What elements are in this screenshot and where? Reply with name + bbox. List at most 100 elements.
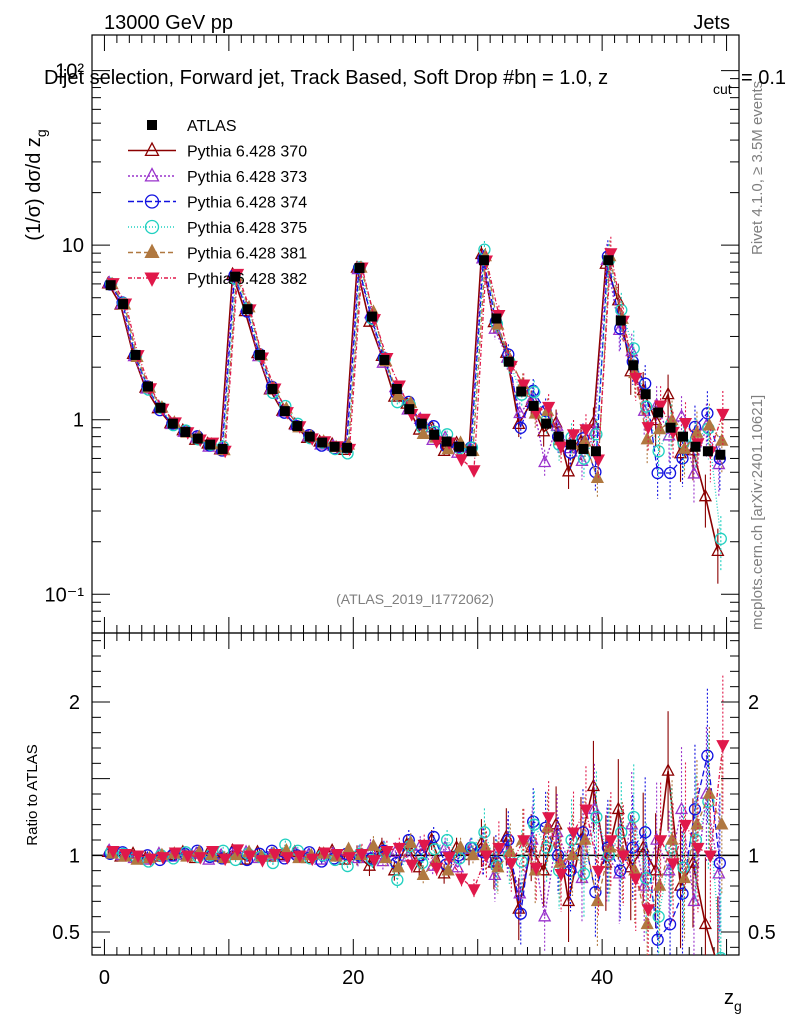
analysis-watermark: (ATLAS_2019_I1772062) xyxy=(336,591,494,607)
ratio-point-s382 xyxy=(529,862,543,876)
ratio-point-s375 xyxy=(515,855,528,868)
atlas-point xyxy=(217,443,228,454)
ratio-series-s382 xyxy=(106,675,730,955)
series-point-s382 xyxy=(554,441,568,455)
series-point-s374 xyxy=(663,466,677,480)
legend-marker xyxy=(144,243,160,259)
series-point-s370 xyxy=(661,386,675,400)
ratio-point-s381 xyxy=(553,855,567,868)
ratio-point-s373 xyxy=(438,839,452,853)
atlas-point xyxy=(516,386,527,397)
atlas-point xyxy=(267,383,278,394)
ratio-point-s382 xyxy=(392,842,406,856)
ratio-point-s381 xyxy=(466,847,480,861)
ratio-point-s381 xyxy=(379,850,393,864)
atlas-point xyxy=(155,402,166,413)
atlas-point xyxy=(205,439,216,450)
atlas-point xyxy=(279,406,290,417)
series-point-s375 xyxy=(528,385,541,399)
ratio-point-s374 xyxy=(639,826,652,839)
legend-marker xyxy=(144,219,160,235)
ratio-point-s374 xyxy=(676,887,689,900)
ratio-point-s373 xyxy=(637,878,651,891)
series-point-s381 xyxy=(690,425,704,438)
series-point-s374 xyxy=(651,466,664,480)
atlas-point xyxy=(404,404,415,415)
atlas-point xyxy=(118,299,129,310)
ratio-point-s381 xyxy=(453,839,468,853)
atlas-point xyxy=(416,418,427,429)
ratio-point-s381 xyxy=(416,867,430,881)
series-point-s382 xyxy=(654,400,668,413)
series-point-s370 xyxy=(512,416,526,429)
atlas-point xyxy=(441,436,452,447)
atlas-point xyxy=(354,263,365,274)
ratio-point-s382 xyxy=(255,855,270,868)
ratio-point-s382 xyxy=(430,862,444,876)
mcplots-label: mcplots.cern.ch [arXiv:2401.10621] xyxy=(749,395,766,630)
ratio-point-s373 xyxy=(674,801,689,815)
atlas-point xyxy=(678,431,689,442)
ratio-point-s382 xyxy=(566,827,581,841)
ratio-point-s382 xyxy=(218,853,232,867)
ratio-point-s381 xyxy=(503,844,517,858)
atlas-point xyxy=(566,439,577,450)
ratio-point-s382 xyxy=(691,842,705,856)
series-point-s381 xyxy=(715,433,729,446)
series-point-s381 xyxy=(491,317,505,330)
y-tick-label-ratio-right: 1 xyxy=(748,845,759,867)
ratio-point-s382 xyxy=(230,844,245,857)
atlas-point xyxy=(192,433,203,444)
ratio-point-s373 xyxy=(450,859,465,873)
series-point-s382 xyxy=(591,454,605,467)
ratio-point-s374 xyxy=(626,841,639,854)
legend: ATLAS Pythia 6.428 370 Pythia 6.428 373 Pyt… xyxy=(128,118,307,288)
legend-item: Pythia 6.428 373 xyxy=(128,167,307,186)
series-point-s375 xyxy=(714,532,727,545)
y-axis-label-ratio: Ratio to ATLAS xyxy=(24,744,41,845)
legend-marker xyxy=(144,167,160,182)
y-tick-label-ratio-right: 2 xyxy=(748,692,759,714)
legend-label: Pythia 6.428 382 xyxy=(187,271,307,288)
atlas-point xyxy=(454,441,465,452)
ratio-point-s370 xyxy=(686,855,700,868)
series-point-s381 xyxy=(590,470,604,484)
atlas-point xyxy=(690,441,701,452)
energy-label: 13000 GeV pp xyxy=(104,12,233,34)
ratio-point-s382 xyxy=(554,868,568,882)
plot-title: Dijet selection, Forward jet, Track Base… xyxy=(44,67,608,89)
ratio-point-s382 xyxy=(517,835,531,848)
ratio-point-s374 xyxy=(663,918,677,931)
legend-label: ATLAS xyxy=(187,118,237,135)
ratio-point-s374 xyxy=(427,830,440,844)
atlas-point xyxy=(329,441,340,452)
ratio-point-s382 xyxy=(666,858,680,871)
ratio-point-s381 xyxy=(391,859,405,873)
series-point-s373 xyxy=(538,454,552,468)
legend-label: Pythia 6.428 381 xyxy=(187,246,307,263)
atlas-point xyxy=(105,280,116,291)
series-line-s375 xyxy=(110,249,722,539)
ratio-point-s382 xyxy=(616,850,630,864)
atlas-point xyxy=(130,349,141,360)
ratio-point-s382 xyxy=(405,859,419,873)
ratio-point-s370 xyxy=(673,878,688,891)
legend-marker xyxy=(144,194,160,209)
ratio-point-s381 xyxy=(578,832,592,845)
atlas-point xyxy=(391,383,402,394)
atlas-point xyxy=(578,443,589,454)
legend-marker xyxy=(147,120,157,130)
ratio-point-s381 xyxy=(404,835,418,848)
atlas-point xyxy=(342,442,353,453)
series-point-s382 xyxy=(579,424,593,437)
ratio-point-s373 xyxy=(612,866,626,879)
atlas-point xyxy=(528,400,539,411)
legend-item: Pythia 6.428 370 xyxy=(128,141,307,161)
rivet-label: Rivet 4.1.0, ≥ 3.5M events xyxy=(749,81,766,255)
y-tick-label-main: 10² xyxy=(55,61,84,83)
ratio-point-s382 xyxy=(268,849,282,862)
series-point-s370 xyxy=(649,412,663,426)
ratio-point-s382 xyxy=(355,849,369,862)
ratio-point-s382 xyxy=(168,847,182,860)
